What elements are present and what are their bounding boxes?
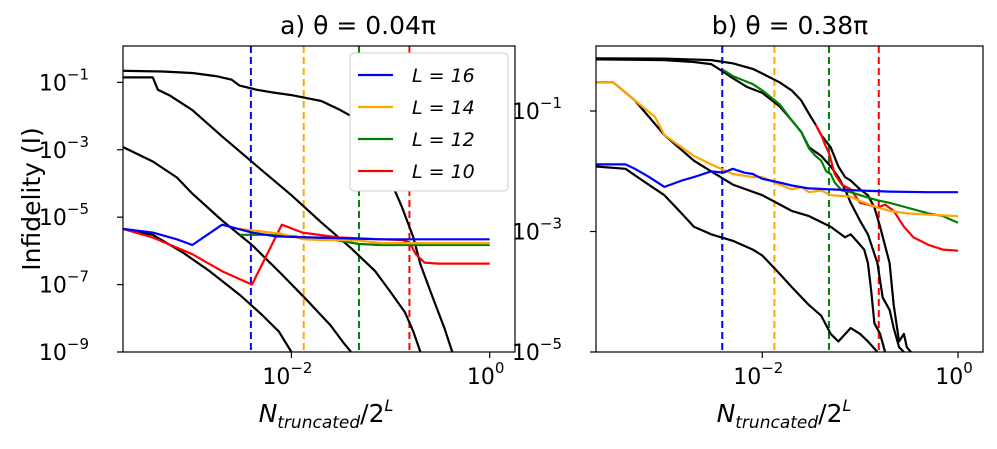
panel-a-x-tick-label: 10−2 — [262, 359, 312, 390]
panel-a-series-l-14 — [239, 227, 490, 245]
legend-label-l-14: L = 14 — [412, 97, 475, 119]
legend-label-l-12: L = 12 — [412, 129, 475, 151]
panel-a-y-tick-label: 10−9 — [39, 335, 89, 366]
panel-a-title: a) θ = 0.04π — [280, 11, 436, 40]
panel-a-y-tick-label: 10−5 — [39, 200, 89, 231]
panel-b-title: b) θ = 0.38π — [712, 11, 868, 40]
panel-b-series-black-1 — [596, 57, 912, 352]
panel-b-y-tick-label: 10−5 — [512, 335, 562, 366]
panel-a-series-l-10 — [123, 223, 490, 286]
panel-b-series-l-14 — [596, 81, 959, 218]
panel-b-series-l-12 — [722, 69, 959, 224]
legend-label-l-10: L = 10 — [412, 161, 475, 183]
panel-a-series-black-1 — [123, 69, 454, 352]
panel-a-axes-frame — [122, 45, 516, 353]
legend: L = 16 L = 14 L = 12 L = 10 — [349, 52, 509, 192]
panel-b-axes-frame — [595, 45, 984, 353]
panel-b-series-black-4 — [596, 165, 879, 352]
panel-b-x-tick-label: 100 — [935, 359, 973, 390]
panel-b-y-tick-label: 10−1 — [512, 94, 562, 125]
panel-b-x-tick-label: 10−2 — [733, 359, 783, 390]
panel-b-y-tick-label: 10−3 — [512, 215, 562, 246]
panel-a-series-black-4 — [123, 227, 293, 352]
panel-b-x-axis-label: Ntruncated/2L — [717, 396, 852, 433]
legend-box — [349, 52, 509, 192]
panel-a-x-axis-label: Ntruncated/2L — [259, 396, 394, 433]
panel-a: a) θ = 0.04π 10−2 100 10−1 10−3 10−5 10−7 10−9… — [17, 11, 516, 433]
panel-a-series-l-16 — [123, 223, 490, 247]
panel-b-series-black-2 — [596, 58, 905, 352]
legend-label-l-16: L = 16 — [412, 65, 475, 87]
panel-a-x-tick-label: 100 — [467, 359, 505, 390]
panel-a-series-black-2 — [123, 76, 422, 352]
panel-b: b) θ = 0.38π 10−2 100 10−1 10−3 10−5 Ntrunca… — [512, 11, 984, 433]
panel-a-series-black-3 — [123, 146, 352, 352]
panel-b-series-black-3 — [596, 81, 887, 352]
panel-b-series-l-16 — [596, 163, 958, 194]
panel-a-y-tick-label: 10−3 — [39, 133, 89, 164]
panel-a-y-tick-label: 10−1 — [39, 65, 89, 96]
panel-b-plot-area — [596, 46, 959, 352]
panel-a-y-tick-label: 10−7 — [39, 268, 89, 299]
panel-a-y-axis-label: Infidelity (I) — [17, 127, 46, 271]
